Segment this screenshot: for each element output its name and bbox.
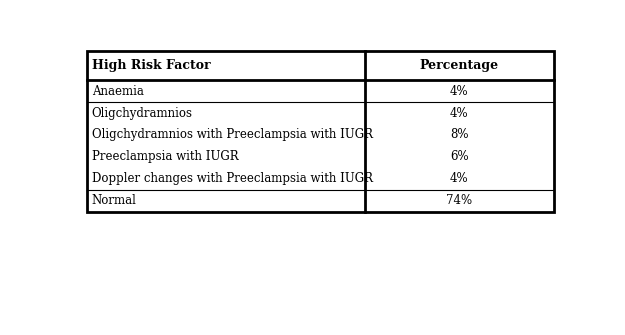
Text: Doppler changes with Preeclampsia with IUGR: Doppler changes with Preeclampsia with I…: [92, 172, 372, 185]
Text: 4%: 4%: [450, 172, 469, 185]
Text: 74%: 74%: [446, 194, 472, 207]
Text: High Risk Factor: High Risk Factor: [92, 59, 210, 72]
Text: Oligchydramnios with Preeclampsia with IUGR: Oligchydramnios with Preeclampsia with I…: [92, 129, 372, 141]
Text: 4%: 4%: [450, 85, 469, 97]
Text: Percentage: Percentage: [419, 59, 499, 72]
Text: 8%: 8%: [450, 129, 469, 141]
Text: Preeclampsia with IUGR: Preeclampsia with IUGR: [92, 150, 238, 163]
Text: Anaemia: Anaemia: [92, 85, 144, 97]
Text: 4%: 4%: [450, 107, 469, 120]
Text: Oligchydramnios: Oligchydramnios: [92, 107, 192, 120]
Text: Normal: Normal: [92, 194, 136, 207]
Text: 6%: 6%: [450, 150, 469, 163]
